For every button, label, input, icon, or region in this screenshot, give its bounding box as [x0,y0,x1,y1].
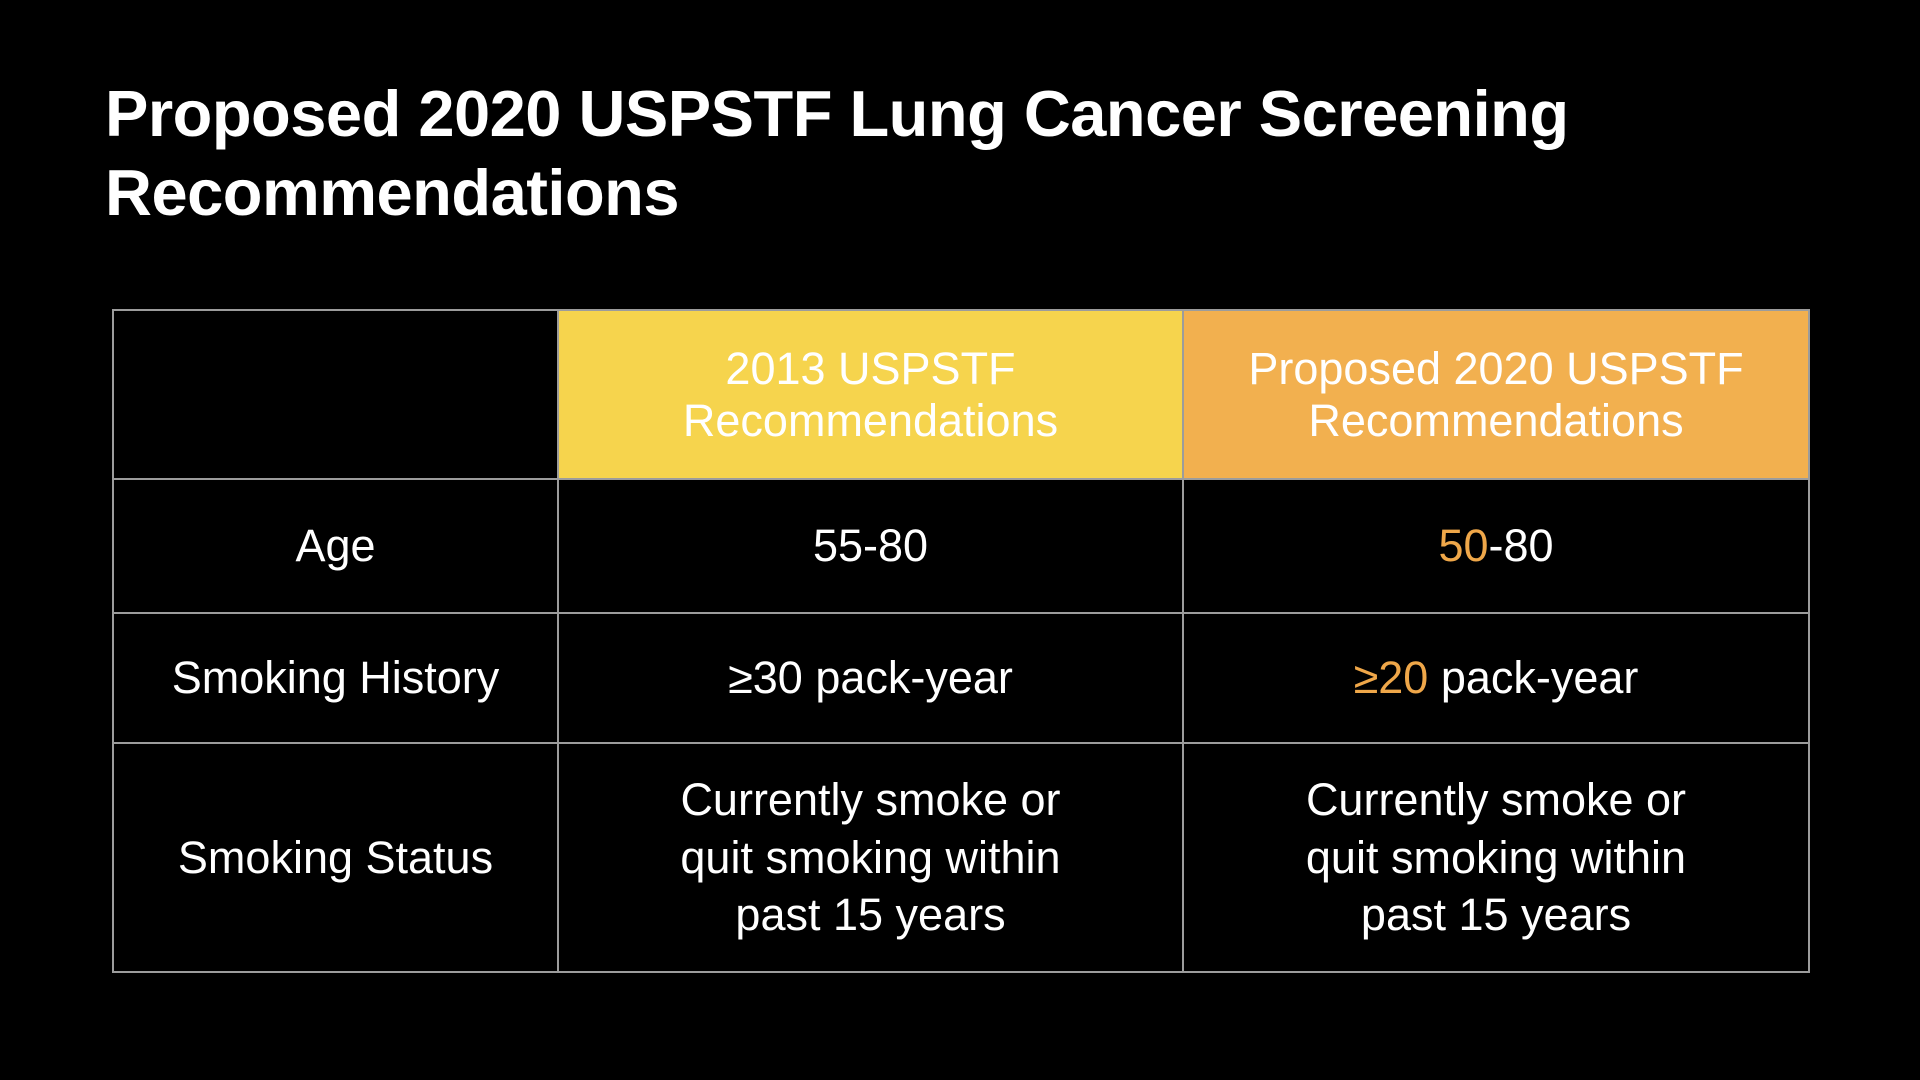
smoking-history-value-2020-unchanged-part: pack-year [1428,652,1639,703]
page-title: Proposed 2020 USPSTF Lung Cancer Screeni… [105,76,1569,229]
smoking-status-value-2020: Currently smoke or quit smoking within p… [1182,742,1810,973]
column-header-2020-label: Proposed 2020 USPSTF Recommendations [1248,342,1744,446]
age-value-2020: 50-80 [1182,478,1810,614]
row-label-age: Age [112,478,559,614]
smoking-history-value-2020-changed-part: ≥20 [1353,652,1429,703]
age-value-2020-changed-part: 50 [1438,520,1489,571]
smoking-status-value-2013: Currently smoke or quit smoking within p… [557,742,1184,973]
column-header-2013-label: 2013 USPSTF Recommendations [682,342,1059,446]
corner-cell [112,309,559,480]
column-header-2020-recommendations: Proposed 2020 USPSTF Recommendations [1182,309,1810,480]
table-header-row: 2013 USPSTF Recommendations Proposed 202… [112,309,1810,480]
table-row-smoking-history: Smoking History ≥30 pack-year ≥20 pack-y… [112,612,1810,744]
age-value-2020-unchanged-part: -80 [1488,520,1554,571]
column-header-2013-recommendations: 2013 USPSTF Recommendations [557,309,1184,480]
age-value-2013: 55-80 [557,478,1184,614]
screening-criteria-table: 2013 USPSTF Recommendations Proposed 202… [112,309,1810,973]
row-label-smoking-history: Smoking History [112,612,559,744]
table-row-smoking-status: Smoking Status Currently smoke or quit s… [112,742,1810,973]
table-row-age: Age 55-80 50-80 [112,478,1810,614]
smoking-history-value-2013: ≥30 pack-year [557,612,1184,744]
smoking-history-value-2020: ≥20 pack-year [1182,612,1810,744]
row-label-smoking-status: Smoking Status [112,742,559,973]
